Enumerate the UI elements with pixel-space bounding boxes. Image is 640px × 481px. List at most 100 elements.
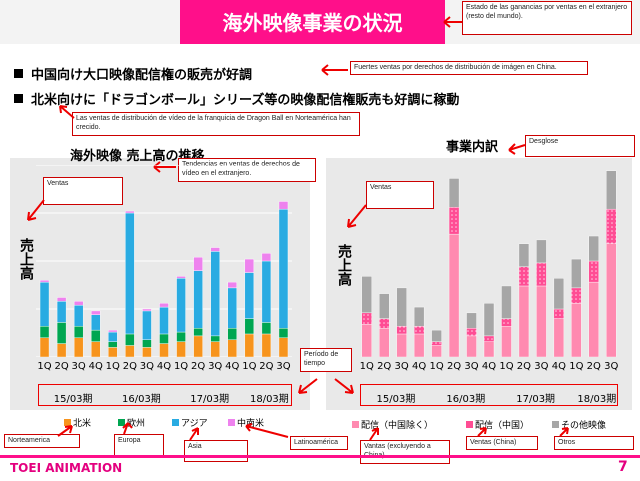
bar-other-7 [466,312,477,329]
bar-eu-13 [244,318,255,335]
quarter-label: 4Q [551,361,566,372]
right-y-label: 売上高 [336,244,352,286]
arrow-icon [347,204,367,228]
left-chart-title: 海外映像 売上高の推移 [70,149,205,164]
quarter-label: 4Q [156,361,172,372]
bar-na-1 [39,337,50,357]
bar-na-3 [73,337,84,357]
bar-na-13 [244,333,255,357]
year-label: 15/03期 [376,394,416,405]
legend-swatch [552,421,559,428]
bar-dist-china-15 [606,208,617,244]
bar-eu-4 [91,329,101,342]
footer-line [0,455,640,458]
bar-dist-china-11 [536,262,547,287]
year-label: 16/03期 [121,394,161,405]
bar-asia-5 [108,331,118,342]
bar-dist-excl-6 [448,233,460,357]
bar-na-5 [108,347,118,357]
europa-note: Europa [114,434,164,456]
bar-dist-china-1 [361,312,372,325]
quarter-label: 1Q [173,361,189,372]
latinoamerica-note: Latinoamérica [290,436,348,450]
bar-eu-6 [125,333,135,346]
arrow-icon [369,427,379,441]
arrow-icon [443,16,462,28]
left-ventas-note: Ventas [43,177,123,205]
bar-dist-china-8 [483,335,495,342]
ventas-china-note: Ventas (China) [466,436,538,450]
year-label: 16/03期 [446,394,486,405]
otros-note: Otros [554,436,634,450]
year-label: 18/03期 [577,394,617,405]
left-bar-chart [36,165,292,357]
quarter-label: 2Q [122,361,137,372]
bar-asia-6 [125,212,135,335]
title-note: Estado de las ganancias por ventas en el… [462,1,632,35]
bar-dist-excl-1 [361,324,372,357]
arrow-icon [321,64,348,76]
bar-eu-2 [56,322,67,344]
year-label: 17/03期 [516,394,556,405]
bar-asia-7 [142,310,152,340]
bar-dist-china-10 [518,266,530,287]
legend-swatch [118,419,125,426]
legend-item-dist-china: 配信（中国） [466,418,529,431]
left-quarter-axis: 1Q 2Q 3Q 4Q 1Q 2Q 3Q 4Q 1Q 2Q 3Q 4Q 1Q 2Q 3Q [36,361,292,375]
bar-eu-5 [108,341,118,348]
bullet-1-text: 中国向け大口映像配信権の販売が好調 [31,68,253,83]
bar-latam-10 [193,256,203,271]
bar-eu-15 [278,327,289,338]
bar-na-8 [159,343,169,357]
bullet1-note: Fuertes ventas por derechos de distribuc… [350,61,588,75]
legend-item-dist-excl: 配信（中国除く） [352,418,433,431]
bar-other-12 [553,278,565,310]
bar-dist-excl-15 [606,243,617,357]
bar-other-9 [501,285,512,319]
bar-latam-12 [227,281,237,289]
quarter-label: 2Q [191,361,206,372]
bar-dist-excl-2 [379,327,390,357]
bar-na-9 [176,341,186,357]
brand-logo-text: TOEI ANIMATION [10,461,123,475]
bar-dist-china-7 [466,327,477,337]
bar-eu-11 [210,335,220,342]
bar-na-15 [278,337,289,357]
bar-other-1 [361,276,372,314]
bar-latam-2 [56,297,67,302]
arrow-icon [57,425,73,437]
arrow-icon [508,143,526,155]
bar-na-7 [142,347,152,357]
quarter-label: 4Q [412,361,427,372]
ventas-excl-china-note: Vantas (excluyendo a China) [360,440,450,464]
legend-swatch [466,421,473,428]
quarter-label: 4Q [481,361,497,372]
quarter-label: 2Q [259,361,274,372]
arrow-icon [559,427,569,437]
bar-latam-1 [39,279,50,283]
bar-latam-3 [73,301,84,306]
arrow-icon [59,105,75,119]
legend-swatch [352,421,359,428]
bar-dist-china-4 [413,326,425,335]
legend-item-other: その他映像 [552,418,606,431]
quarter-label: 3Q [71,361,86,372]
bar-asia-3 [73,304,84,327]
quarter-label: 3Q [534,361,549,372]
bar-na-14 [261,333,272,357]
bar-eu-9 [176,331,186,342]
bar-asia-15 [278,208,289,329]
bar-dist-excl-7 [466,335,477,357]
bar-dist-excl-10 [518,285,530,357]
bar-other-10 [518,243,530,267]
legend-swatch [64,419,71,426]
bar-asia-12 [227,287,237,329]
bar-asia-13 [244,272,255,319]
bar-other-5 [431,329,442,342]
bar-asia-8 [159,306,169,335]
bar-eu-7 [142,339,152,348]
left-y-label: 売上高 [18,238,34,280]
bar-asia-11 [210,251,220,337]
bullet-2: 北米向けに「ドラゴンボール」シリーズ等の映像配信権販売も好調に稼動 [14,89,459,108]
year-label: 18/03期 [249,394,289,405]
